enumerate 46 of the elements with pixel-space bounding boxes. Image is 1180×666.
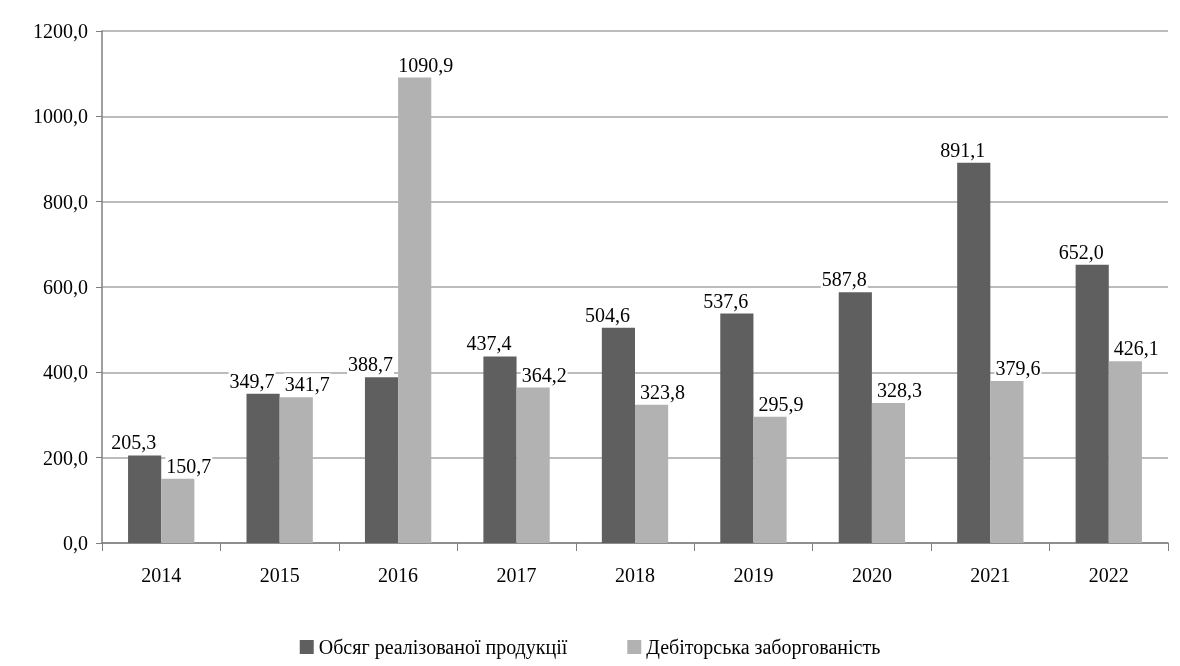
bar xyxy=(957,162,991,543)
data-label: 388,7 xyxy=(348,353,394,376)
bar xyxy=(364,377,399,543)
data-label: 504,6 xyxy=(584,303,630,326)
data-label: 379,6 xyxy=(995,357,1041,380)
y-tick-label: 600,0 xyxy=(43,276,88,298)
y-tick-label: 200,0 xyxy=(43,446,88,469)
data-label: 364,2 xyxy=(521,363,567,386)
bar xyxy=(838,292,872,543)
data-label: 341,7 xyxy=(284,373,330,396)
data-label: 205,3 xyxy=(111,431,157,454)
y-tick-label: 400,0 xyxy=(43,361,88,384)
x-tick-label: 2020 xyxy=(851,564,892,586)
legend-label: Обсяг реалізованої продукції xyxy=(318,636,568,659)
bar xyxy=(601,327,635,543)
x-tick-label: 2017 xyxy=(496,564,537,586)
bar xyxy=(246,393,280,543)
x-tick-label: 2022 xyxy=(1088,564,1129,586)
x-tick-label: 2016 xyxy=(378,564,419,586)
data-label: 437,4 xyxy=(466,332,512,355)
bar xyxy=(1075,264,1109,543)
x-tick-label: 2018 xyxy=(615,564,655,586)
data-label: 891,1 xyxy=(940,138,986,161)
y-tick-label: 1000,0 xyxy=(33,105,88,128)
y-tick-label: 800,0 xyxy=(43,190,88,213)
x-tick-label: 2019 xyxy=(733,564,774,586)
data-label: 295,9 xyxy=(758,392,804,415)
data-label: 328,3 xyxy=(876,378,922,401)
bar xyxy=(161,478,195,543)
data-label: 349,7 xyxy=(229,369,275,392)
y-tick-label: 1200,0 xyxy=(33,20,88,42)
bar xyxy=(483,356,517,543)
legend-label: Дебіторська заборгованість xyxy=(646,636,881,659)
bar xyxy=(720,313,754,543)
x-tick-label: 2014 xyxy=(141,564,182,586)
data-label: 537,6 xyxy=(703,289,749,312)
data-label: 323,8 xyxy=(640,380,686,403)
bar xyxy=(128,455,162,543)
x-tick-label: 2021 xyxy=(970,564,1011,586)
data-label: 1090,9 xyxy=(398,53,454,76)
x-tick-label: 2015 xyxy=(259,564,300,586)
y-tick-label: 0,0 xyxy=(63,532,88,554)
data-label: 150,7 xyxy=(166,454,212,477)
data-label: 587,8 xyxy=(821,268,867,291)
data-label: 652,0 xyxy=(1058,240,1104,263)
data-label: 426,1 xyxy=(1113,337,1159,360)
